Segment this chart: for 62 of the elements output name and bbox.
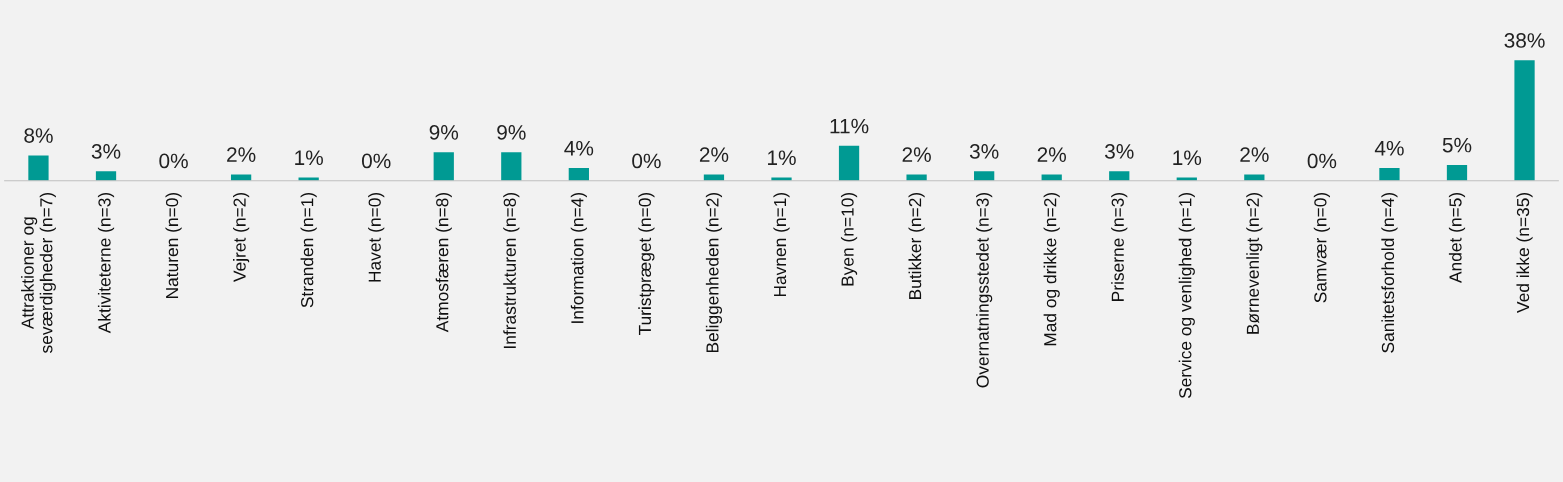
bar [838,145,860,181]
x-tick-label: Butikker (n=2) [908,192,925,299]
data-label: 3% [1104,144,1134,159]
data-label: 2% [227,147,256,162]
bar [1379,168,1400,181]
data-label: 9% [429,125,459,140]
data-label: 2% [1037,147,1067,162]
data-label: 0% [1307,153,1337,169]
x-tick-label: Atmosfæren (n=8) [435,192,452,333]
data-label: 2% [1240,147,1269,162]
data-label: 4% [1374,140,1404,156]
x-tick-label: Naturen (n=0) [165,192,182,299]
x-tick-label: Havet (n=0) [368,192,385,282]
x-tick-label: Attraktioner og seværdigheder (n=7) [21,192,56,354]
data-label: 1% [1173,150,1202,166]
bar [501,152,522,181]
bar [906,174,927,181]
bar [230,174,252,181]
x-tick-label: Information (n=4) [570,192,587,323]
x-tick-label: Turistpræget (n=0) [638,192,655,336]
bar [568,168,589,181]
data-label: 38% [1504,33,1545,48]
x-tick-label: Service og venlighed (n=1) [1178,192,1195,399]
x-tick-label: Byen (n=10) [840,192,858,286]
x-tick-label: Sanitetsforhold (n=4) [1381,192,1398,353]
bar [1446,164,1468,181]
x-tick-label: Andet (n=5) [1448,192,1466,284]
bar [1041,174,1062,181]
x-tick-label: Infrastrukturen (n=8) [503,192,520,349]
bar [1514,60,1535,181]
data-label: 1% [295,150,323,166]
x-tick-label: Ved ikke (n=35) [1516,192,1533,313]
bar [1244,174,1265,181]
x-tick-label: Overnatningsstedet (n=3) [976,192,993,388]
bar [95,171,117,181]
data-label: 1% [768,150,796,166]
data-label: 0% [159,153,188,169]
x-tick-label: Havnen (n=1) [773,192,790,297]
data-label: 2% [902,147,931,162]
data-label: 11% [830,118,869,134]
bar [974,171,995,181]
data-label: 4% [564,140,594,156]
x-tick-label: Aktiviteterne (n=3) [97,192,115,334]
data-label: 8% [24,128,53,143]
data-label: 0% [632,153,661,169]
bar [1109,171,1130,181]
bar [433,152,454,181]
x-tick-label: Priserne (n=3) [1111,192,1128,301]
x-tick-label: Beliggenheden (n=2) [705,192,723,353]
data-label: 3% [91,144,121,159]
data-label: 2% [699,147,729,162]
bar [703,174,725,181]
data-label: 9% [497,125,526,140]
x-tick-label: Børnevenligt (n=2) [1246,192,1263,334]
x-tick-label: Mad og drikke (n=2) [1043,192,1060,346]
data-label: 0% [361,153,391,169]
x-tick-label: Samvær (n=0) [1313,192,1330,303]
x-tick-label: Vejret (n=2) [233,192,250,283]
data-label: 3% [969,144,999,159]
x-tick-label: Stranden (n=1) [300,192,317,308]
data-label: 5% [1442,137,1472,153]
bar [28,155,49,181]
